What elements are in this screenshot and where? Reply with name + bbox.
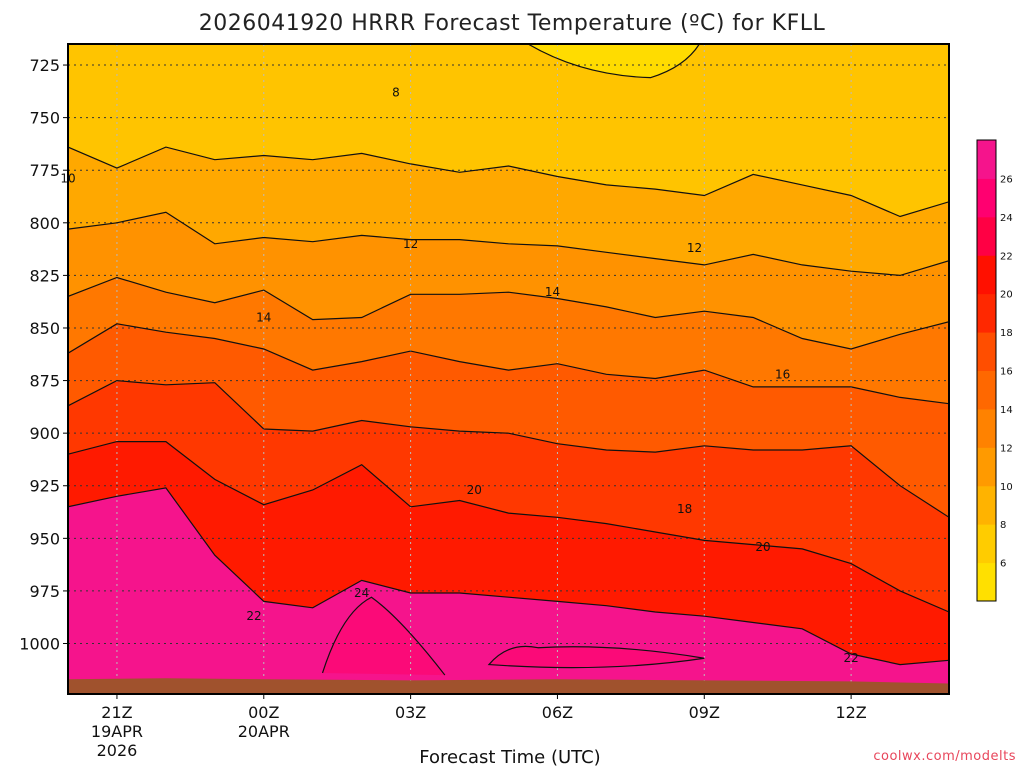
y-tick-label: 725 — [29, 56, 60, 75]
isotherm-24c-lens — [487, 645, 705, 669]
colorbar-swatch — [977, 447, 996, 487]
credit-text: coolwx.com/modelts — [873, 749, 1016, 764]
y-tick-label: 750 — [29, 109, 60, 128]
colorbar-swatch — [977, 408, 996, 448]
isotherm-22c — [68, 487, 949, 666]
colorbar-swatch — [977, 332, 996, 371]
colorbar-swatch — [977, 178, 996, 218]
contour-label: 8 — [392, 85, 400, 99]
fill-band-6-8 — [528, 44, 700, 78]
y-tick-label: 800 — [29, 214, 60, 233]
y-tick-label: 1000 — [19, 635, 60, 654]
plot-frame — [67, 43, 950, 695]
y-axis: 725 750 775 800 825 850 875 900 925 950 975 1000 — [19, 56, 68, 654]
fill-band-24-lens — [488, 646, 705, 668]
ground-surface — [68, 678, 949, 694]
isotherm-6c — [527, 44, 700, 79]
x-tick-date: 19APR — [91, 722, 143, 741]
x-axis-label: Forecast Time (UTC) — [419, 747, 600, 768]
x-tick-year: 2026 — [97, 741, 138, 760]
colorbar-swatch — [977, 255, 996, 295]
ground-layer — [68, 678, 949, 694]
colorbar-label: 16 — [1000, 367, 1013, 378]
colorbar-label: 18 — [1000, 328, 1013, 339]
isotherm-16c — [68, 323, 949, 405]
contour-label: 12 — [403, 237, 418, 251]
y-tick-label: 775 — [29, 161, 60, 180]
x-tick-label: 03Z — [395, 703, 426, 722]
contour-label: 24 — [354, 586, 369, 600]
y-tick-label: 825 — [29, 266, 60, 285]
isotherm-24c — [321, 596, 446, 676]
x-tick-label: 09Z — [689, 703, 720, 722]
contour-label: 20 — [467, 483, 482, 497]
colorbar-label: 14 — [1000, 405, 1013, 416]
contour-label: 14 — [256, 310, 271, 324]
isotherm-14c — [68, 276, 949, 350]
isotherm-10c — [68, 146, 949, 218]
colorbar-swatch — [977, 216, 996, 256]
x-tick-label: 21Z — [101, 703, 132, 722]
temperature-fill-layer — [68, 44, 949, 694]
colorbar-label: 20 — [1000, 290, 1013, 301]
y-tick-label: 875 — [29, 372, 60, 391]
contour-label: 16 — [775, 367, 790, 381]
y-tick-label: 950 — [29, 529, 60, 548]
colorbar-label: 8 — [1000, 520, 1006, 531]
x-tick-label: 00Z — [248, 703, 279, 722]
colorbar-label: 26 — [1000, 174, 1013, 185]
y-tick-label: 850 — [29, 319, 60, 338]
colorbar-swatch — [977, 140, 996, 179]
fill-band-8-10 — [68, 44, 949, 217]
isotherm-20c — [68, 441, 949, 613]
colorbar-swatch — [977, 524, 996, 564]
colorbar-swatch — [977, 485, 996, 525]
grid-layer — [68, 44, 949, 694]
colorbar-label: 10 — [1000, 482, 1013, 493]
colorbar-label: 12 — [1000, 443, 1013, 454]
isotherm-layer — [68, 44, 949, 676]
x-tick-date: 20APR — [238, 722, 290, 741]
colorbar-label: 22 — [1000, 251, 1013, 262]
colorbar: 6 8 10 12 14 16 18 20 22 24 26 — [976, 139, 1013, 602]
x-tick-label: 12Z — [835, 703, 866, 722]
fill-band-24-pocket — [322, 597, 445, 676]
contour-label: 18 — [677, 502, 692, 516]
colorbar-swatch — [977, 370, 996, 410]
colorbar-swatch — [977, 562, 996, 602]
colorbar-label: 24 — [1000, 213, 1013, 224]
colorbar-label: 6 — [1000, 559, 1006, 570]
y-tick-label: 975 — [29, 582, 60, 601]
colorbar-swatch — [977, 293, 996, 333]
contour-label: 22 — [246, 609, 261, 623]
colorbar-frame — [976, 139, 997, 602]
x-tick-label: 06Z — [542, 703, 573, 722]
y-tick-label: 900 — [29, 424, 60, 443]
chart-title: 2026041920 HRRR Forecast Temperature (ºC… — [199, 11, 826, 36]
contour-label: 12 — [687, 241, 702, 255]
y-tick-label: 925 — [29, 477, 60, 496]
contour-label: 20 — [755, 540, 770, 554]
contour-label: 14 — [545, 285, 560, 299]
isotherm-18c — [68, 379, 949, 518]
isotherm-12c — [68, 211, 949, 277]
contour-label: 22 — [843, 651, 858, 665]
